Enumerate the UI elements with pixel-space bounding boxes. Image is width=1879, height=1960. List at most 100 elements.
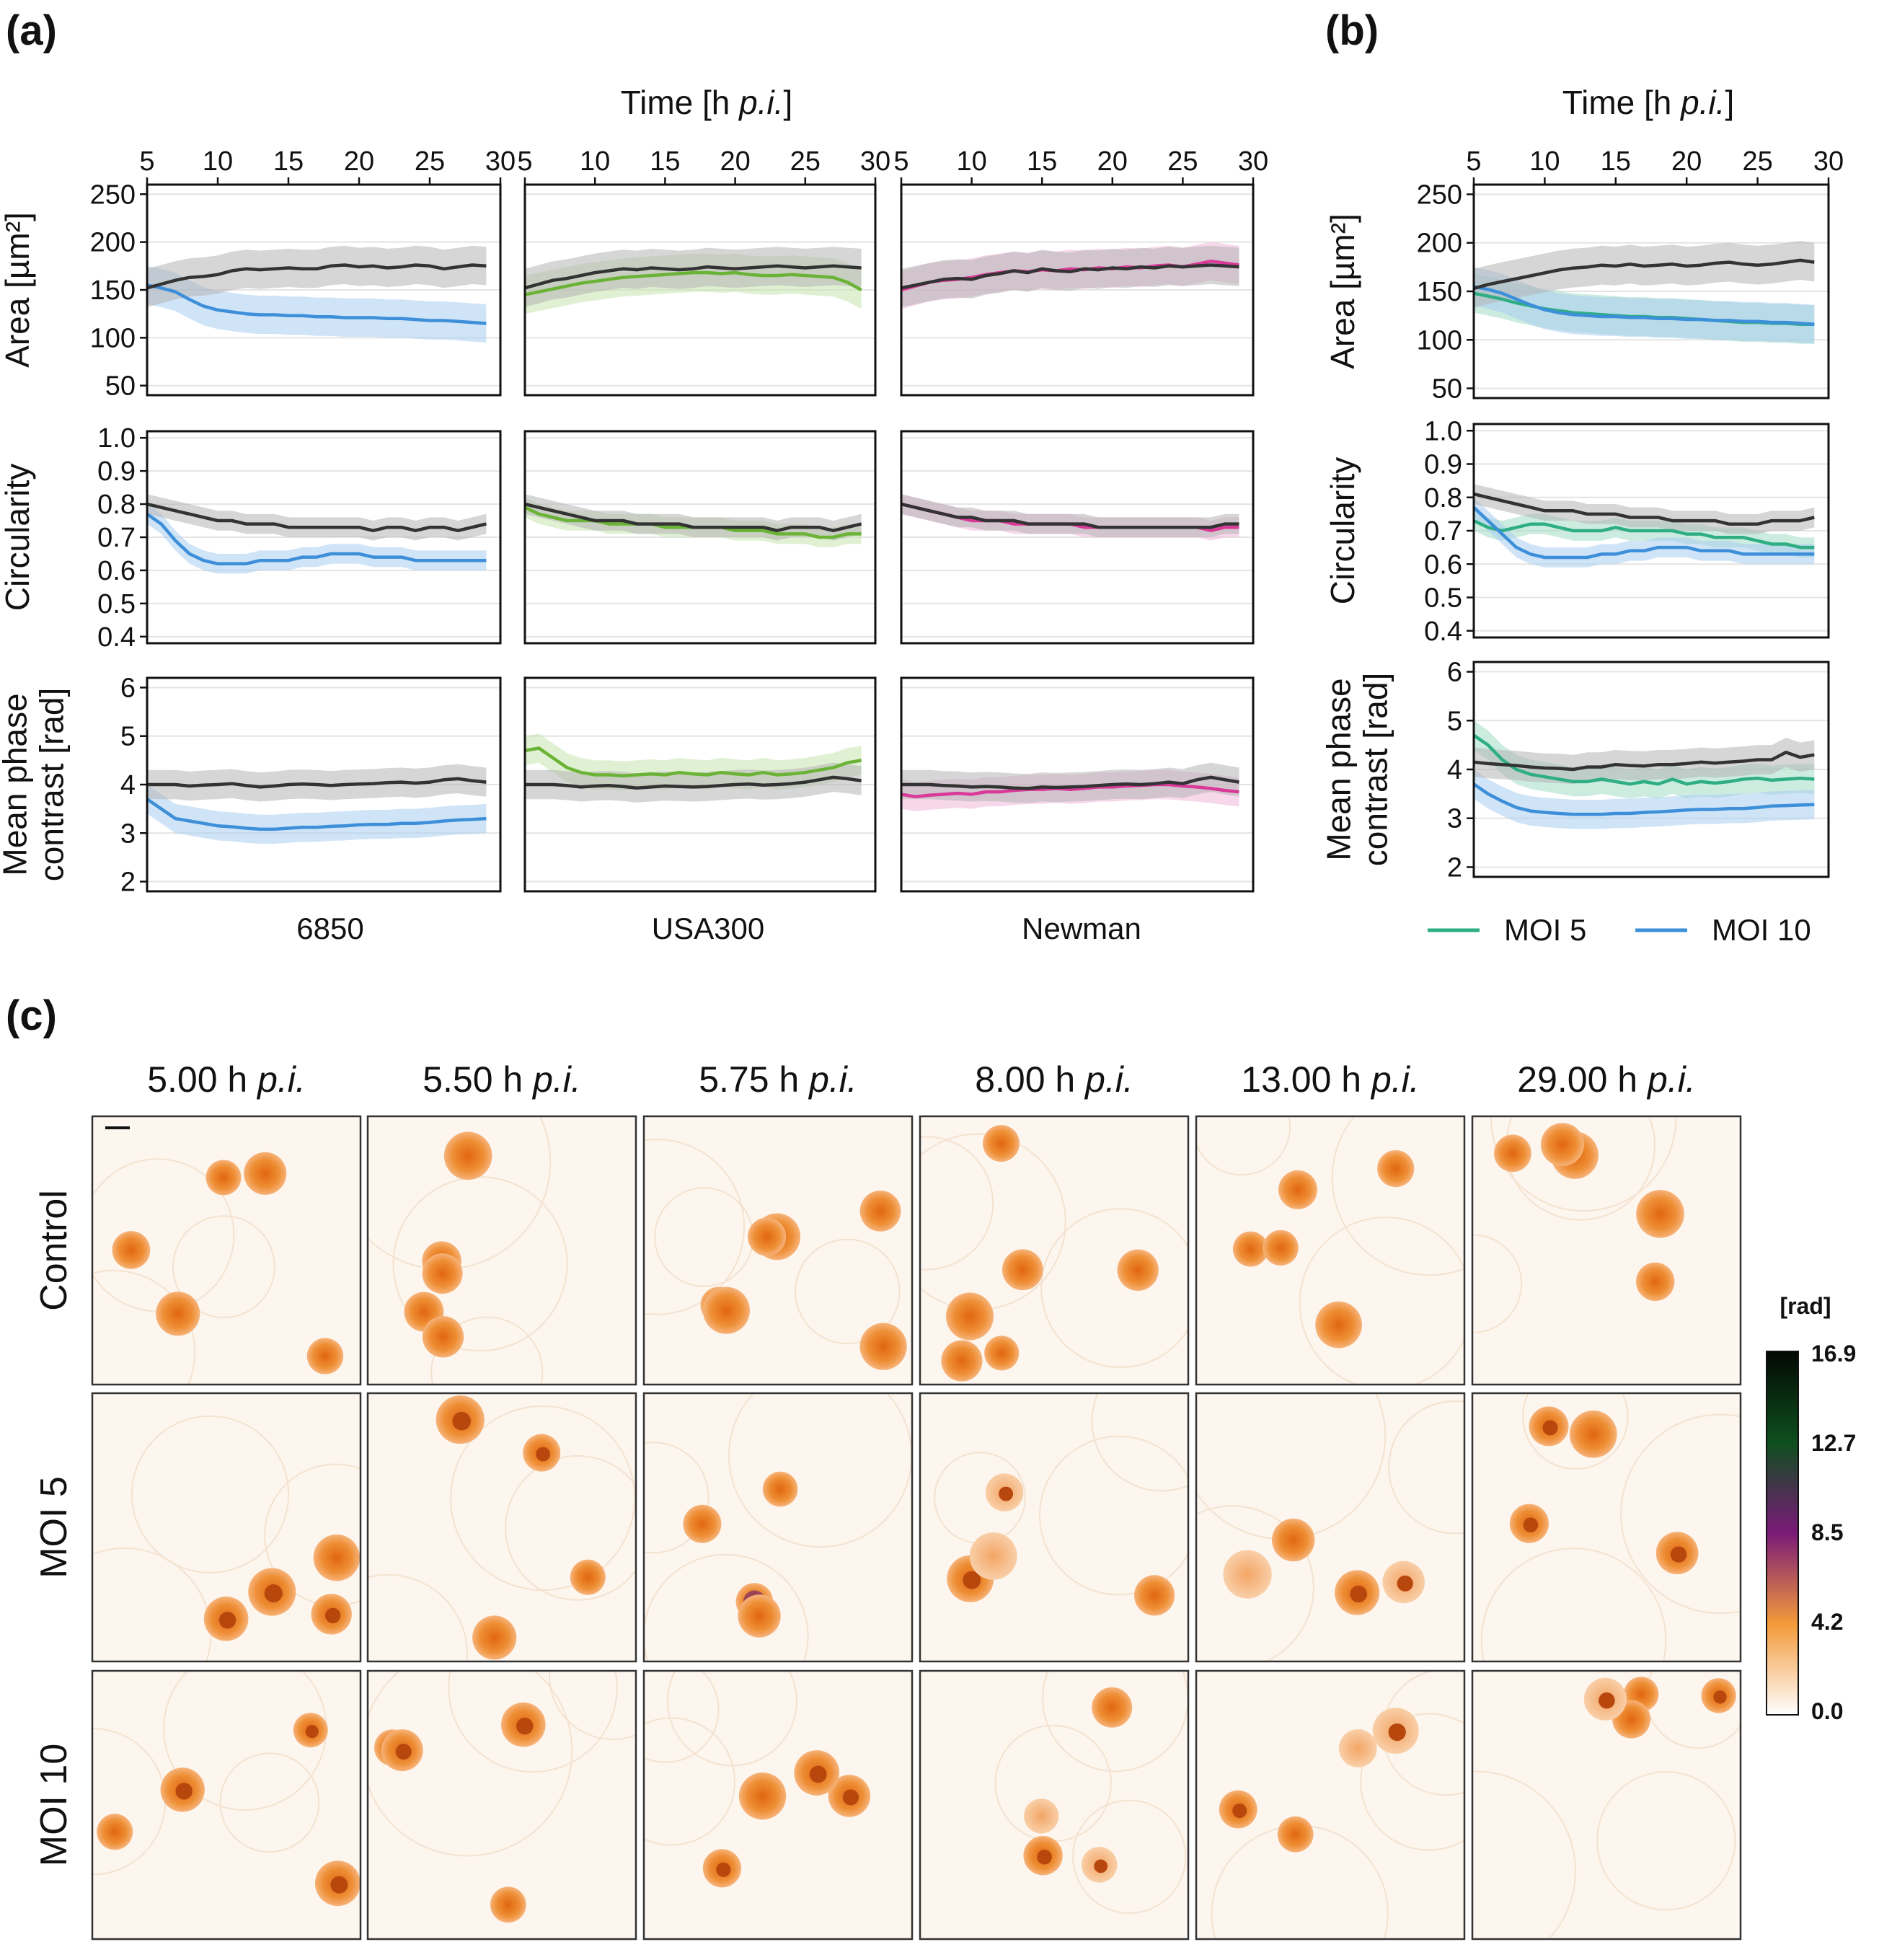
- cell-nucleus: [516, 1718, 534, 1735]
- background-ring: [644, 1717, 736, 1846]
- cell: [490, 1886, 526, 1923]
- background-ring: [1299, 1217, 1464, 1385]
- legend: MOI 5 MOI 10: [1428, 913, 1811, 947]
- micrograph-frame: [919, 1115, 1190, 1386]
- micrograph-frame: [91, 1669, 362, 1941]
- row-label-control: Control: [33, 1190, 75, 1311]
- a-6850-area-xtick-label: 25: [415, 146, 445, 177]
- cell-nucleus: [809, 1765, 827, 1783]
- micrograph-control-2: [366, 1115, 637, 1386]
- a-newman-area-xtick-label: 5: [893, 146, 908, 177]
- a-6850-phase-line-moi-10: [146, 798, 487, 831]
- b-circ-ytick-label: 0.9: [1424, 450, 1462, 480]
- a-6850-phase-line-control: [147, 777, 487, 789]
- a-usa300-area-xtick-label: 20: [720, 146, 750, 177]
- background-ring: [1040, 1208, 1188, 1369]
- cell: [738, 1773, 787, 1820]
- cell: [1278, 1170, 1317, 1209]
- cell: [683, 1504, 722, 1543]
- a-6850-area-ytick-label: 50: [105, 371, 136, 402]
- b-circ-line-control: [1473, 492, 1815, 526]
- cell: [1232, 1231, 1268, 1267]
- b-area-ytick-label: 250: [1417, 180, 1462, 210]
- legend-moi10-label: MOI 10: [1712, 913, 1811, 947]
- colorbar-tick-0-0: 0.0: [1811, 1698, 1843, 1724]
- micrograph-frame: [1195, 1392, 1466, 1663]
- cell: [422, 1316, 464, 1358]
- cell: [1263, 1230, 1299, 1266]
- colorbar: [rad] 16.9 12.7 8.5 4.2 0.0: [1766, 1293, 1856, 1724]
- a-newman-phase-line-control: [901, 775, 1239, 790]
- a-usa300-area-xtick-label: 30: [860, 146, 890, 177]
- cell-nucleus: [1599, 1692, 1615, 1709]
- panel-b-ylabel-circ: Circularity: [1324, 457, 1361, 604]
- a-6850-phase-ytick-label: 4: [120, 770, 136, 800]
- cell-nucleus: [452, 1411, 471, 1431]
- micrograph-moi-5-4: [919, 1392, 1190, 1663]
- b-area-xtick-label: 20: [1671, 146, 1702, 177]
- cell: [859, 1191, 901, 1232]
- a-newman-area-xtick-label: 15: [1027, 146, 1057, 177]
- b-phase-line-moi-10: [1472, 782, 1815, 816]
- background-ring: [1039, 1435, 1188, 1596]
- b-circ-line-moi-5: [1473, 519, 1815, 549]
- column-title-1: 5.00 h p.i.: [147, 1059, 306, 1100]
- cell-nucleus: [264, 1584, 283, 1603]
- cell: [1024, 1798, 1059, 1834]
- panel-b-ylabel-phase: Mean phasecontrast [rad]: [1320, 673, 1394, 866]
- column-title-3: 5.75 h p.i.: [699, 1059, 857, 1100]
- column-title-6: 29.00 h p.i.: [1517, 1059, 1695, 1100]
- b-area-ytick-label: 50: [1432, 374, 1462, 405]
- a-6850-circ-line-control: [146, 502, 487, 533]
- cell: [1540, 1123, 1584, 1167]
- background-ring: [1360, 1713, 1464, 1851]
- micrograph-moi-5-5: [1195, 1392, 1466, 1663]
- background-ring: [1331, 1116, 1464, 1276]
- a-6850-area-xtick-label: 15: [273, 146, 304, 177]
- micrograph-frame: [91, 1115, 362, 1386]
- cell: [1134, 1575, 1175, 1616]
- background-ring: [1596, 1771, 1736, 1911]
- background-ring: [368, 1573, 468, 1661]
- a-6850-area-frame: [146, 183, 502, 397]
- a-newman-circ-line-control: [901, 502, 1239, 529]
- cell: [1117, 1249, 1159, 1292]
- a-6850-circ-line-moi-10: [146, 512, 487, 566]
- background-ring: [1196, 1505, 1314, 1661]
- micrograph-moi-5-2: [366, 1392, 637, 1663]
- a-6850-area-ytick-label: 200: [90, 228, 136, 258]
- micrograph-moi-5-6: [1471, 1392, 1742, 1663]
- background-ring: [448, 1671, 618, 1773]
- b-area-xtick-label: 10: [1529, 146, 1560, 177]
- background-ring: [430, 1316, 544, 1385]
- a-usa300-area-line-control: [524, 264, 862, 290]
- a-newman-area-frame: [900, 183, 1255, 397]
- cell-nucleus: [395, 1744, 412, 1760]
- cell: [969, 1532, 1017, 1580]
- background-ring: [1620, 1413, 1741, 1615]
- cell: [205, 1160, 242, 1196]
- cell: [946, 1292, 994, 1341]
- a-6850-circ-ytick-label: 0.5: [97, 589, 136, 619]
- micrograph-control-5: [1195, 1115, 1466, 1386]
- a-6850-area-line-control: [146, 263, 487, 290]
- b-phase-ytick-label: 6: [1447, 658, 1462, 688]
- colorbar-unit: [rad]: [1779, 1293, 1831, 1319]
- background-ring: [1472, 1770, 1576, 1939]
- b-circ-line-moi-10: [1472, 506, 1815, 560]
- cell: [112, 1231, 151, 1269]
- b-circ-ytick-label: 0.4: [1424, 617, 1462, 647]
- a-usa300-phase-line-usa300: [524, 746, 862, 778]
- a-usa300-area-frame: [523, 183, 877, 397]
- micrograph-frame: [1471, 1669, 1742, 1941]
- background-ring: [1522, 1393, 1629, 1470]
- cell-nucleus: [218, 1612, 236, 1629]
- row-label-moi-5: MOI 5: [33, 1476, 75, 1579]
- cell: [859, 1323, 907, 1370]
- b-area-ytick-label: 100: [1417, 325, 1462, 356]
- cell-nucleus: [1388, 1723, 1406, 1742]
- colorbar-tick-16-9: 16.9: [1811, 1341, 1856, 1367]
- panel-a-newman-area: 5 10 15 20 25 30: [893, 146, 1268, 397]
- cell: [748, 1217, 787, 1256]
